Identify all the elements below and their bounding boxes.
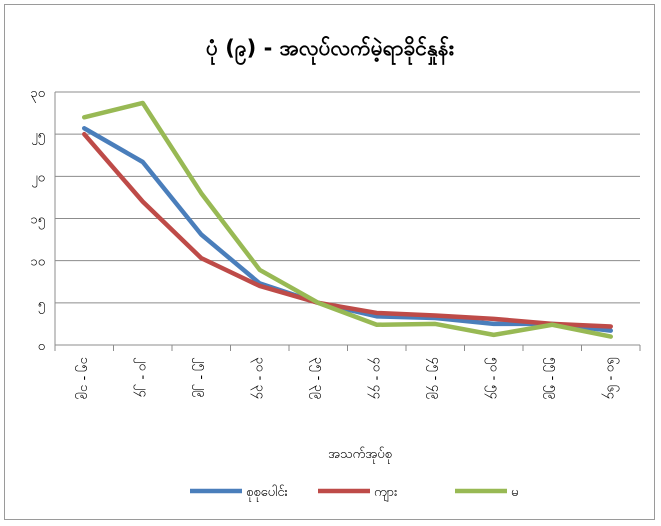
legend-label: မ <box>511 485 518 500</box>
y-tick-label: ၃၀ <box>30 86 45 103</box>
x-tick-label: ၄၅ - ၄၉ <box>426 357 443 399</box>
y-tick-label: ၅ <box>38 297 45 314</box>
y-tick-label: ၁၀ <box>30 255 45 270</box>
legend-label: စုစုပေါင်း <box>246 484 288 502</box>
chart-frame <box>4 4 655 520</box>
x-tick-label: ၅၀ - ၅၄ <box>484 357 501 400</box>
y-axis-ticks: ၀ ၅ ၁၀ ၁၅ ၂၀ ၂၅ ၃၀ <box>30 86 45 354</box>
x-tick-label: ၅၅ - ၅၉ <box>543 357 560 399</box>
chart-title: ပုံ (၉) - အလုပ်လက်မဲ့ရာခိုင်နှုန်း <box>206 34 455 66</box>
series-line-2 <box>82 100 613 339</box>
y-tick-label: ၂၀ <box>31 170 45 187</box>
series-lines <box>82 100 613 339</box>
x-tick-label: ၃၀ - ၃၄ <box>250 357 267 400</box>
x-tick-label: ၆၀ - ၆၄ <box>601 357 619 400</box>
x-axis-ticks: ၁၅ - ၁၉ ၂၀ - ၂၄ ၂၅ - ၂၉ ၃၀ - ၃၄ ၃၅ - ၃၉ ၄၀ - … <box>54 345 641 400</box>
legend-label: ကျား <box>374 485 397 502</box>
x-tick-label: ၂၅ - ၂၉ <box>192 357 209 397</box>
x-tick-label: ၁၅ - ၁၉ <box>75 357 92 399</box>
x-tick-label: ၃၅ - ၃၉ <box>309 357 326 399</box>
x-tick-label: ၂၀ - ၂၄ <box>133 357 150 398</box>
series-line-1 <box>82 131 613 329</box>
x-tick-label: ၄၀ - ၄၄ <box>367 357 384 400</box>
legend: စုစုပေါင်း ကျား မ <box>190 484 518 502</box>
series-line-0 <box>82 126 613 333</box>
y-tick-label: ၀ <box>38 339 45 354</box>
x-axis-title: အသက်အုပ်စု <box>328 446 392 464</box>
y-tick-label: ၁၅ <box>30 213 45 230</box>
y-tick-label: ၂၅ <box>31 128 45 145</box>
